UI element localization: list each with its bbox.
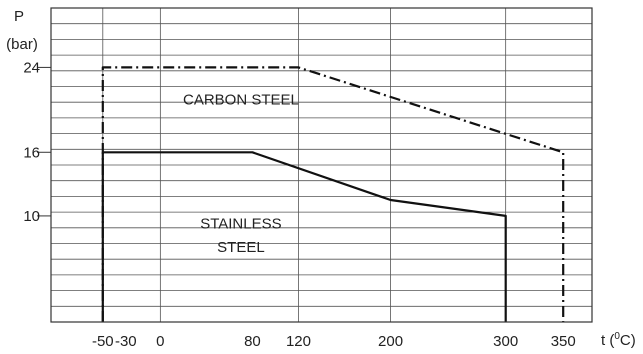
region-labels: CARBON STEEL STAINLESS STEEL: [183, 92, 299, 256]
x-tick-label: 200: [378, 333, 403, 350]
x-tick-label: 80: [244, 333, 261, 350]
series-layer: [101, 66, 565, 322]
region-label: CARBON STEEL: [183, 92, 299, 109]
y-tick-label: 24: [23, 59, 40, 76]
plot-frame: [50, 7, 593, 323]
x-axis-title-suffix: C): [620, 332, 636, 349]
x-tick-label: -50: [92, 333, 114, 350]
y-axis-title-line1: P: [14, 8, 24, 25]
region-label: STAINLESS: [200, 216, 281, 233]
y-tick-label: 16: [23, 144, 40, 161]
stainless-steel-line: [101, 151, 507, 322]
tick-labels: -50 -30 0 80 120 200 300 350 10 16 24: [23, 59, 575, 350]
x-axis-title-degree: 0: [614, 331, 620, 342]
region-label: STEEL: [217, 239, 265, 256]
x-tick-label: 350: [551, 333, 576, 350]
x-tick-label: -30: [115, 333, 137, 350]
carbon-steel-line: [101, 66, 565, 322]
x-tick-label: 120: [286, 333, 311, 350]
x-tick-label: 300: [493, 333, 518, 350]
x-axis-title: t (0C): [601, 331, 636, 349]
y-tick-label: 10: [23, 208, 40, 225]
x-axis-title-prefix: t (: [601, 332, 614, 349]
x-tick-label: 0: [156, 333, 164, 350]
grid: [51, 8, 592, 322]
y-axis-title-line2: (bar): [6, 36, 38, 53]
